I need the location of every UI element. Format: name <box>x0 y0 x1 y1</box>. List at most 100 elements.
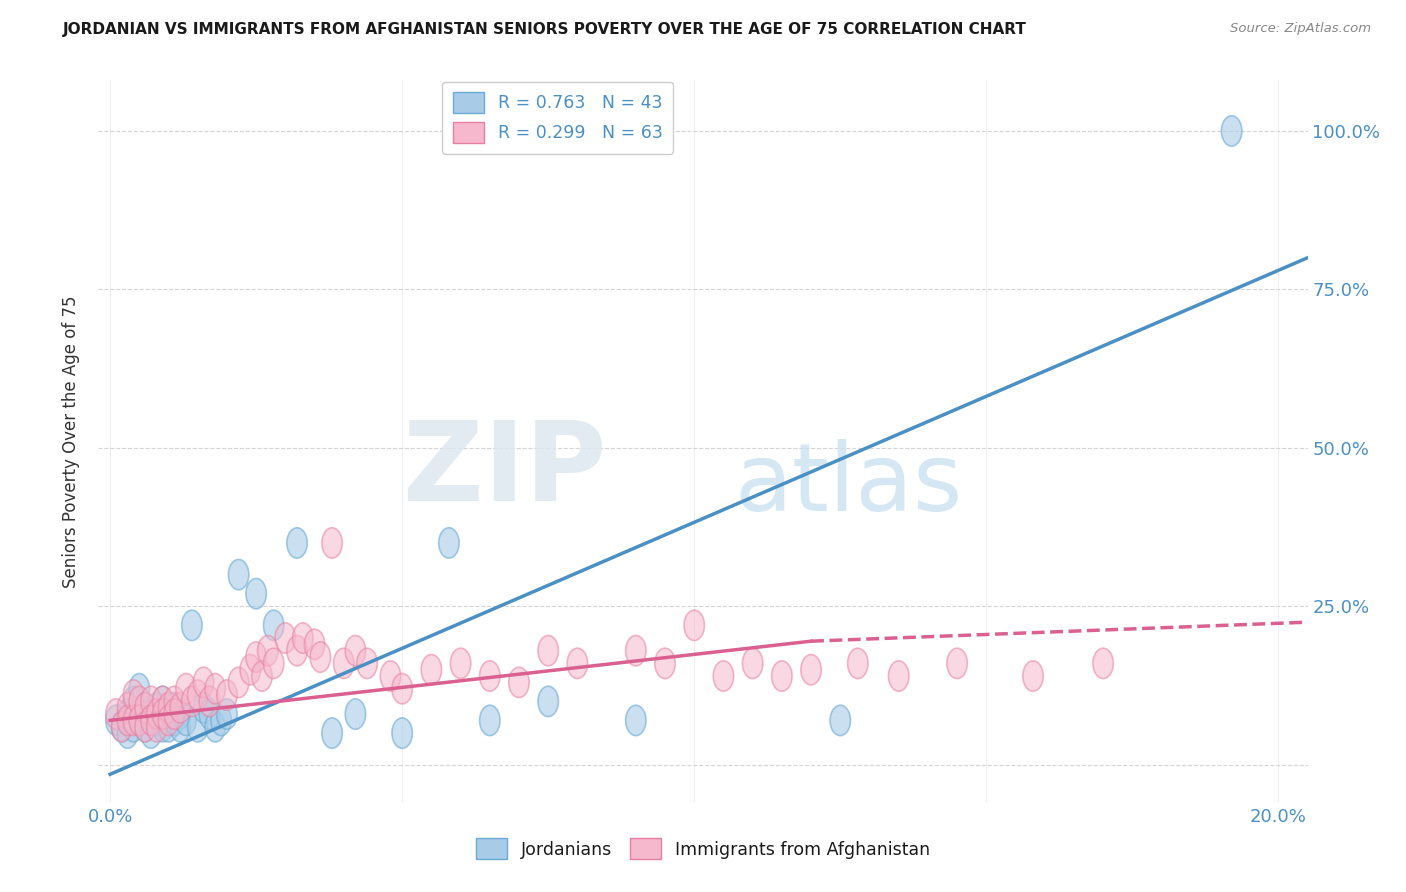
Ellipse shape <box>292 623 314 653</box>
Ellipse shape <box>165 686 184 716</box>
Ellipse shape <box>683 610 704 640</box>
Ellipse shape <box>176 706 197 736</box>
Ellipse shape <box>146 712 167 742</box>
Ellipse shape <box>742 648 763 679</box>
Ellipse shape <box>287 635 308 666</box>
Ellipse shape <box>187 680 208 710</box>
Ellipse shape <box>146 692 167 723</box>
Ellipse shape <box>181 610 202 640</box>
Ellipse shape <box>170 698 190 730</box>
Ellipse shape <box>187 712 208 742</box>
Ellipse shape <box>135 712 156 742</box>
Ellipse shape <box>263 648 284 679</box>
Ellipse shape <box>1222 116 1241 146</box>
Ellipse shape <box>392 673 412 704</box>
Ellipse shape <box>152 698 173 730</box>
Ellipse shape <box>165 706 184 736</box>
Ellipse shape <box>152 686 173 716</box>
Ellipse shape <box>380 661 401 691</box>
Ellipse shape <box>509 667 529 698</box>
Text: JORDANIAN VS IMMIGRANTS FROM AFGHANISTAN SENIORS POVERTY OVER THE AGE OF 75 CORR: JORDANIAN VS IMMIGRANTS FROM AFGHANISTAN… <box>63 22 1028 37</box>
Ellipse shape <box>194 692 214 723</box>
Ellipse shape <box>159 706 179 736</box>
Ellipse shape <box>311 642 330 673</box>
Ellipse shape <box>111 712 132 742</box>
Ellipse shape <box>170 692 190 723</box>
Ellipse shape <box>129 686 149 716</box>
Ellipse shape <box>322 718 342 748</box>
Ellipse shape <box>141 718 162 748</box>
Ellipse shape <box>228 559 249 590</box>
Ellipse shape <box>439 528 460 558</box>
Ellipse shape <box>141 686 162 716</box>
Ellipse shape <box>848 648 868 679</box>
Ellipse shape <box>946 648 967 679</box>
Ellipse shape <box>567 648 588 679</box>
Ellipse shape <box>135 692 156 723</box>
Ellipse shape <box>287 528 308 558</box>
Ellipse shape <box>263 610 284 640</box>
Ellipse shape <box>713 661 734 691</box>
Ellipse shape <box>422 655 441 685</box>
Ellipse shape <box>124 712 143 742</box>
Ellipse shape <box>105 706 127 736</box>
Ellipse shape <box>228 667 249 698</box>
Ellipse shape <box>217 680 238 710</box>
Ellipse shape <box>118 692 138 723</box>
Text: atlas: atlas <box>734 439 962 531</box>
Ellipse shape <box>129 673 149 704</box>
Ellipse shape <box>626 635 645 666</box>
Ellipse shape <box>124 686 143 716</box>
Ellipse shape <box>129 706 149 736</box>
Ellipse shape <box>392 718 412 748</box>
Ellipse shape <box>205 712 225 742</box>
Ellipse shape <box>205 673 225 704</box>
Text: Source: ZipAtlas.com: Source: ZipAtlas.com <box>1230 22 1371 36</box>
Ellipse shape <box>159 712 179 742</box>
Ellipse shape <box>1022 661 1043 691</box>
Ellipse shape <box>1092 648 1114 679</box>
Text: ZIP: ZIP <box>404 417 606 524</box>
Ellipse shape <box>346 698 366 730</box>
Ellipse shape <box>479 706 501 736</box>
Ellipse shape <box>200 698 219 730</box>
Ellipse shape <box>152 686 173 716</box>
Ellipse shape <box>333 648 354 679</box>
Ellipse shape <box>194 667 214 698</box>
Ellipse shape <box>304 629 325 659</box>
Ellipse shape <box>626 706 645 736</box>
Ellipse shape <box>146 706 167 736</box>
Ellipse shape <box>135 692 156 723</box>
Ellipse shape <box>165 698 184 730</box>
Y-axis label: Seniors Poverty Over the Age of 75: Seniors Poverty Over the Age of 75 <box>62 295 80 588</box>
Ellipse shape <box>246 578 266 609</box>
Ellipse shape <box>830 706 851 736</box>
Ellipse shape <box>105 698 127 730</box>
Ellipse shape <box>276 623 295 653</box>
Ellipse shape <box>118 698 138 730</box>
Ellipse shape <box>135 712 156 742</box>
Ellipse shape <box>170 712 190 742</box>
Ellipse shape <box>211 706 232 736</box>
Ellipse shape <box>538 686 558 716</box>
Ellipse shape <box>200 686 219 716</box>
Ellipse shape <box>159 698 179 730</box>
Ellipse shape <box>141 706 162 736</box>
Ellipse shape <box>538 635 558 666</box>
Ellipse shape <box>118 706 138 736</box>
Ellipse shape <box>129 706 149 736</box>
Ellipse shape <box>357 648 377 679</box>
Ellipse shape <box>322 528 342 558</box>
Ellipse shape <box>124 706 143 736</box>
Ellipse shape <box>165 692 184 723</box>
Ellipse shape <box>772 661 792 691</box>
Ellipse shape <box>146 698 167 730</box>
Ellipse shape <box>655 648 675 679</box>
Ellipse shape <box>181 686 202 716</box>
Ellipse shape <box>889 661 908 691</box>
Ellipse shape <box>801 655 821 685</box>
Ellipse shape <box>240 655 260 685</box>
Ellipse shape <box>246 642 266 673</box>
Ellipse shape <box>176 673 197 704</box>
Ellipse shape <box>141 698 162 730</box>
